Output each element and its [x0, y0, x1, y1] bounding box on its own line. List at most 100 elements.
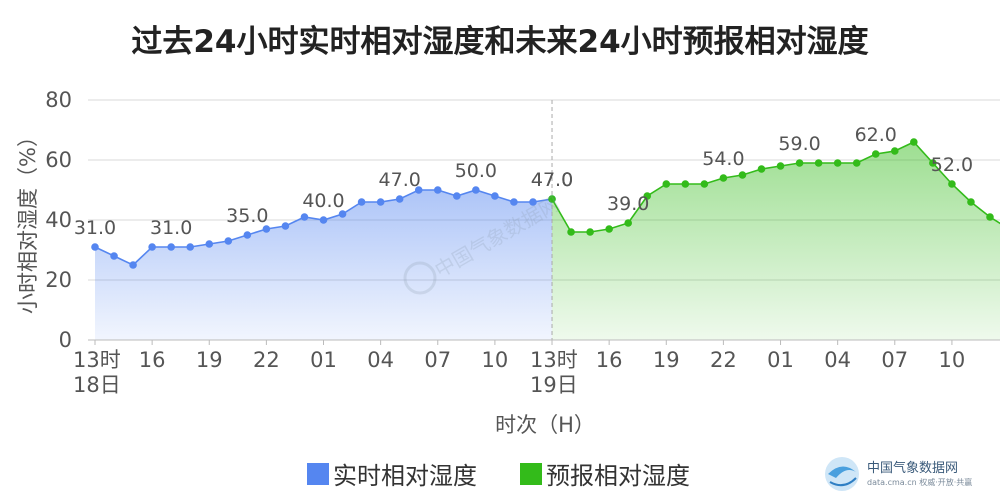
data-point [376, 198, 385, 206]
data-point [986, 213, 994, 221]
data-point [910, 138, 918, 146]
x-axis-label: 时次（H） [495, 413, 595, 437]
data-label: 39.0 [607, 193, 649, 215]
data-point [186, 243, 195, 251]
data-point [472, 186, 480, 194]
data-point [890, 147, 899, 155]
data-point [795, 159, 804, 167]
data-point [605, 225, 613, 233]
data-label: 59.0 [778, 133, 820, 155]
data-label: 52.0 [931, 154, 973, 176]
data-point [453, 192, 461, 200]
data-point [129, 261, 137, 269]
x-tick-label: 04 [367, 348, 394, 372]
data-point [681, 180, 690, 188]
data-label: 31.0 [74, 217, 116, 239]
data-point [110, 252, 118, 260]
x-tick-label: 13时 [73, 348, 121, 372]
x-tick-label: 13时 [530, 348, 578, 372]
data-point [243, 231, 252, 239]
y-tick-label: 0 [59, 328, 72, 352]
data-point [529, 198, 537, 206]
x-tick-label: 01 [310, 348, 337, 372]
legend-label-forecast: 预报相对湿度 [546, 462, 690, 490]
data-label: 50.0 [455, 160, 497, 182]
x-tick-sublabel: 19日 [530, 373, 578, 397]
data-label: 54.0 [702, 148, 744, 170]
series-points [91, 138, 994, 269]
data-point [871, 150, 880, 158]
x-tick-label: 16 [596, 348, 623, 372]
legend-swatch-forecast [520, 463, 542, 485]
x-tick-label: 10 [482, 348, 509, 372]
data-point [262, 225, 271, 233]
cma-logo-subtext: data.cma.cn 权威·开放·共赢 [867, 477, 972, 487]
data-point [624, 219, 632, 227]
data-point [510, 198, 518, 206]
x-tick-label: 16 [139, 348, 166, 372]
watermark-logo-icon [403, 261, 437, 295]
data-label: 40.0 [302, 190, 344, 212]
y-tick-label: 20 [45, 268, 72, 292]
legend-swatch-observed [307, 463, 329, 485]
x-tick-label: 19 [653, 348, 680, 372]
data-point [948, 180, 956, 188]
data-point [738, 171, 747, 179]
data-point [757, 165, 766, 173]
data-point [643, 192, 652, 200]
series-area [552, 142, 1000, 340]
x-tick-label: 22 [710, 348, 737, 372]
data-point [567, 228, 575, 236]
data-labels: 31.0 31.035.040.047.0 50.0 47.047.039.054.0… [74, 124, 973, 239]
data-point [586, 228, 594, 236]
data-label: 47.0 [531, 169, 573, 191]
data-point [700, 180, 709, 188]
legend: 实时相对湿度 预报相对湿度 [307, 462, 690, 490]
data-point [357, 198, 366, 206]
x-tick-label: 07 [424, 348, 451, 372]
y-axis-label: 小时相对湿度（%） [16, 126, 40, 314]
data-point [852, 159, 861, 167]
y-tick-label: 80 [45, 88, 72, 112]
data-point [433, 186, 442, 194]
data-point [414, 186, 423, 194]
y-tick-label: 60 [45, 148, 72, 172]
data-point [205, 240, 214, 248]
x-tick-label: 19 [196, 348, 223, 372]
data-point [281, 222, 290, 230]
data-point [929, 159, 937, 167]
series-area [95, 190, 553, 340]
x-tick-label: 22 [253, 348, 280, 372]
chart-title: 过去24小时实时相对湿度和未来24小时预报相对湿度 [131, 24, 868, 60]
data-point [395, 195, 404, 203]
data-point [167, 243, 175, 251]
data-point [719, 174, 728, 182]
data-point [776, 162, 785, 170]
x-tick-label: 01 [767, 348, 794, 372]
data-point [833, 159, 842, 167]
data-label: 31.0 [150, 217, 192, 239]
y-tick-label: 40 [45, 208, 72, 232]
data-point [91, 243, 99, 251]
x-tick-label: 07 [881, 348, 908, 372]
legend-label-observed: 实时相对湿度 [333, 462, 477, 490]
data-point [224, 237, 233, 245]
data-label: 35.0 [226, 205, 268, 227]
data-point [548, 195, 556, 203]
data-label: 47.0 [531, 169, 573, 191]
data-point [814, 159, 823, 167]
data-point [148, 243, 156, 251]
data-label: 47.0 [379, 169, 421, 191]
cma-logo: 中国气象数据网 data.cma.cn 权威·开放·共赢 [825, 457, 972, 491]
data-point [491, 192, 499, 200]
cma-logo-text: 中国气象数据网 [867, 460, 958, 476]
series-areas [95, 142, 1000, 340]
data-point [662, 180, 671, 188]
data-label: 62.0 [855, 124, 897, 146]
data-point [338, 210, 347, 218]
data-point [967, 198, 975, 206]
y-axis-ticks: 0 20 40 60 80 [45, 88, 72, 352]
x-tick-label: 04 [824, 348, 851, 372]
